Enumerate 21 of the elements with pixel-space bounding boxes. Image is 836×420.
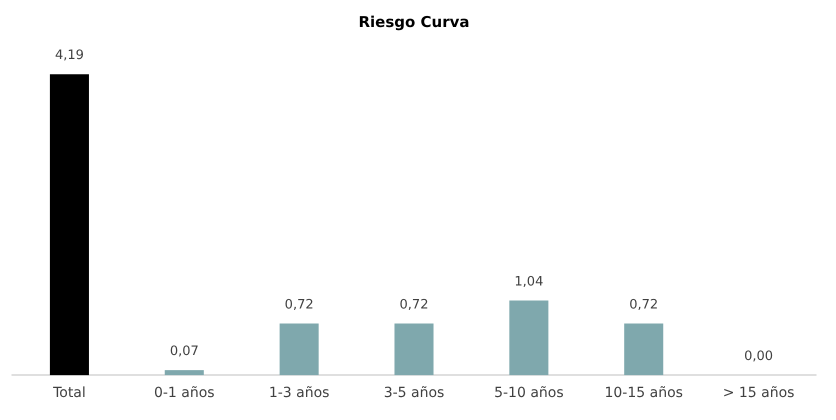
x-tick-label: Total	[52, 385, 86, 402]
bar	[280, 323, 319, 376]
data-label: 0,72	[629, 297, 658, 312]
data-label: 0,72	[284, 297, 314, 312]
data-label: 0,07	[170, 344, 199, 360]
bar	[164, 370, 204, 376]
data-label: 1,04	[514, 274, 544, 290]
x-tick-label: > 15 años	[722, 385, 794, 402]
x-tick-label: 10-15 años	[604, 385, 683, 402]
bar	[624, 323, 664, 376]
x-tick-label: 0-1 años	[154, 385, 215, 402]
chart-title: Riesgo Curva	[358, 12, 470, 31]
bar	[50, 74, 89, 376]
x-tick-label: 5-10 años	[494, 385, 564, 402]
data-label: 0,00	[744, 349, 774, 364]
x-tick-label: 3-5 años	[384, 385, 444, 402]
bar	[509, 300, 548, 376]
data-label: 0,72	[400, 297, 428, 312]
x-tick-label: 1-3 años	[268, 385, 330, 402]
data-label: 4,19	[54, 48, 84, 64]
bar	[394, 323, 434, 376]
